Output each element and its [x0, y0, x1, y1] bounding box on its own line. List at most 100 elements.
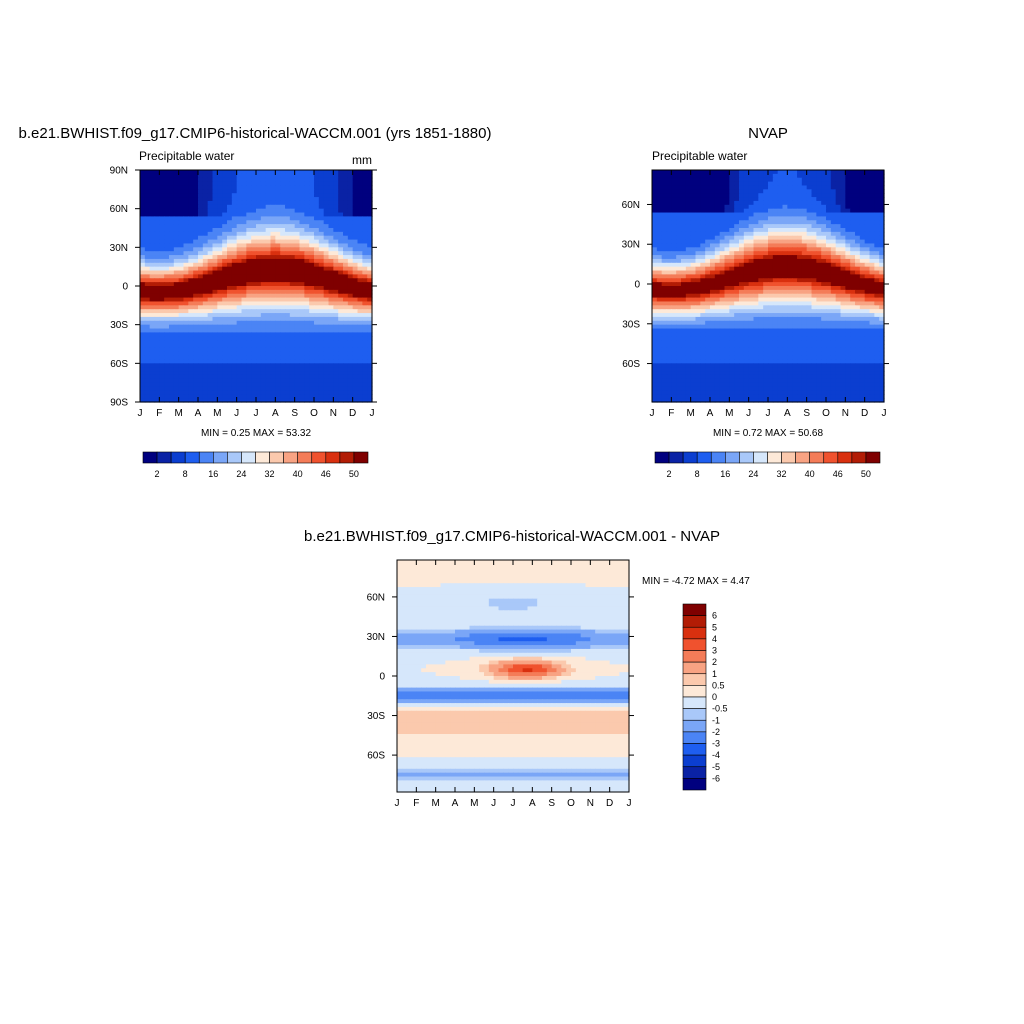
model-cell	[241, 270, 247, 275]
obs-cell	[777, 282, 784, 287]
obs-cell	[879, 239, 885, 245]
obs-cell	[681, 197, 687, 202]
obs-cell	[690, 243, 697, 248]
model-cell	[260, 355, 267, 361]
obs-cell	[821, 247, 827, 252]
model-cell	[285, 220, 291, 225]
obs-cell	[777, 313, 784, 318]
model-cell	[178, 239, 185, 245]
model-cell	[251, 309, 257, 314]
model-cell	[338, 286, 344, 291]
model-cell	[188, 216, 194, 221]
model-cell	[270, 255, 276, 260]
model-cell	[251, 200, 257, 206]
obs-cell	[782, 301, 788, 306]
model-cell	[270, 289, 276, 295]
obs-cell	[840, 220, 846, 225]
obs-cell	[782, 220, 788, 225]
model-cell	[338, 355, 344, 361]
model-cell	[193, 270, 199, 275]
model-cell	[217, 313, 223, 318]
model-cell	[227, 336, 233, 341]
obs-cell	[743, 255, 750, 260]
obs-cell	[840, 255, 846, 260]
model-cell	[164, 266, 170, 272]
model-cell	[347, 255, 354, 260]
model-cell	[265, 216, 272, 221]
model-cell	[246, 293, 252, 299]
model-cell	[333, 231, 339, 237]
model-cell	[178, 193, 185, 198]
model-cell	[241, 340, 247, 345]
obs-cell	[705, 324, 711, 330]
obs-cell	[748, 220, 755, 225]
obs-cell	[869, 193, 875, 198]
model-cell	[241, 309, 247, 314]
model-cell	[198, 328, 204, 333]
obs-cell	[792, 297, 798, 303]
model-cell	[173, 378, 180, 384]
model-cell	[193, 378, 199, 384]
obs-cell	[826, 189, 832, 194]
model-cell	[227, 301, 233, 306]
obs-cell	[719, 220, 726, 225]
model-cell	[154, 224, 160, 229]
obs-cell	[797, 173, 803, 179]
obs-cell	[855, 173, 861, 179]
obs-cell	[806, 185, 813, 190]
model-cell	[299, 336, 305, 341]
obs-cell	[671, 305, 677, 310]
obs-cell	[743, 301, 750, 306]
obs-cell	[695, 270, 701, 275]
obs-cell	[666, 301, 672, 306]
model-cell	[260, 309, 267, 314]
model-cell	[231, 262, 238, 268]
obs-cell	[734, 212, 740, 217]
model-cell	[294, 216, 301, 221]
model-cell	[314, 208, 320, 214]
model-cell	[318, 208, 325, 214]
model-cell	[309, 340, 315, 345]
model-cell	[212, 181, 218, 187]
obs-cell	[869, 286, 875, 291]
model-cell	[256, 332, 262, 337]
model-cell	[144, 270, 151, 275]
obs-cell	[705, 262, 711, 268]
model-cell	[328, 394, 334, 399]
model-cell	[347, 305, 354, 310]
model-cell	[212, 170, 218, 175]
obs-cell	[763, 197, 769, 202]
obs-cell	[676, 328, 682, 333]
model-cell	[265, 189, 272, 194]
obs-cell	[700, 181, 706, 187]
model-cell	[164, 394, 170, 399]
obs-cell	[850, 200, 856, 206]
model-cell	[144, 386, 151, 391]
model-cell	[343, 398, 349, 403]
model-cell	[285, 301, 291, 306]
obs-cell	[768, 324, 774, 330]
model-cell	[314, 355, 320, 361]
model-cell	[202, 378, 209, 384]
model-cell	[193, 328, 199, 333]
model-cell	[212, 336, 218, 341]
obs-cell	[710, 204, 716, 210]
model-cell	[188, 258, 194, 264]
obs-cell	[792, 309, 798, 314]
obs-cell	[656, 251, 663, 256]
model-cell	[164, 220, 170, 225]
obs-cell	[806, 266, 813, 272]
model-cell	[227, 228, 233, 233]
model-cell	[188, 301, 194, 306]
obs-cell	[806, 200, 813, 206]
obs-cell	[719, 309, 726, 314]
model-cell	[357, 382, 363, 388]
model-cell	[159, 181, 165, 187]
obs-cell	[724, 278, 730, 283]
model-cell	[212, 224, 218, 229]
model-cell	[275, 204, 281, 210]
obs-cell	[787, 270, 793, 275]
obs-cell	[676, 212, 682, 217]
model-cell	[323, 390, 330, 395]
obs-cell	[710, 282, 716, 287]
